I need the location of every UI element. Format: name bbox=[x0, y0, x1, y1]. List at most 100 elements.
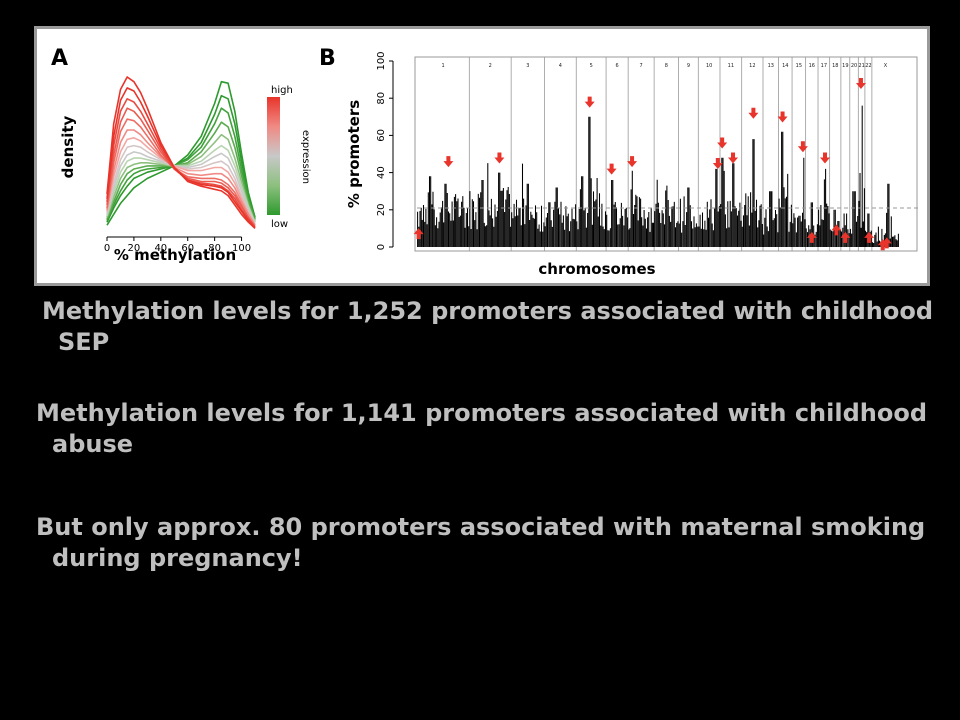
chromosome-label-11: 11 bbox=[728, 63, 734, 69]
chromosome-bars-X bbox=[871, 183, 899, 247]
density-line-7 bbox=[106, 137, 256, 226]
panel-a-x-tick-label-80: 80 bbox=[208, 243, 221, 254]
highlight-arrow-3 bbox=[494, 152, 505, 164]
panel-a-x-tick-label-100: 100 bbox=[232, 243, 251, 254]
figure-panel: A 0 20 40 60 80 100 % methylation density hig… bbox=[34, 26, 930, 286]
panel-b-letter: B bbox=[319, 46, 336, 71]
expression-colorbar bbox=[267, 97, 280, 215]
chromosome-label-18: 18 bbox=[832, 63, 838, 69]
highlight-arrow-9 bbox=[728, 152, 739, 164]
chromosome-label-6: 6 bbox=[616, 63, 619, 69]
chromosome-label-3: 3 bbox=[526, 63, 529, 69]
panel-b-frame bbox=[414, 56, 918, 252]
chromosome-labels: 1 2 3 4 5 6 7 8 9 10 11 12 13 14 15 16 17 18 19 20 21 22 X bbox=[442, 63, 888, 69]
panel-a-x-tick-label-0: 0 bbox=[104, 243, 110, 254]
highlight-arrows bbox=[413, 78, 892, 251]
panel-b-y-tick-label-100: 100 bbox=[376, 51, 387, 70]
chromosome-bars-14 bbox=[778, 131, 792, 247]
expression-legend: high low expression bbox=[267, 85, 311, 230]
highlight-arrow-7 bbox=[712, 158, 723, 170]
density-line-1 bbox=[106, 76, 256, 229]
panel-b-y-tick-label-40: 40 bbox=[376, 166, 387, 179]
panel-a-ylabel: density bbox=[59, 115, 77, 178]
highlight-arrow-13 bbox=[806, 231, 817, 243]
panel-b-y-tick-label-60: 60 bbox=[376, 129, 387, 142]
highlight-arrow-15 bbox=[831, 224, 842, 236]
panel-b-y-axis: 0 20 40 60 80 100 bbox=[376, 51, 394, 250]
chromosome-label-12: 12 bbox=[749, 63, 755, 69]
density-line-6 bbox=[106, 129, 256, 226]
chromosome-label-14: 14 bbox=[782, 63, 788, 69]
highlight-arrow-11 bbox=[777, 111, 788, 123]
highlight-arrow-18 bbox=[864, 231, 875, 243]
panel-b-chart: B 1 2 3 4 5 6 7 8 9 10 11 12 13 14 15 16 17 18 19 20 21 22 X 0… bbox=[319, 46, 921, 278]
caption-smoking: But only approx. 80 promoters associated… bbox=[36, 513, 926, 572]
panel-b-y-tick-label-0: 0 bbox=[376, 244, 387, 250]
chromosome-label-19: 19 bbox=[842, 63, 848, 69]
chromosome-bars-1 bbox=[417, 176, 470, 247]
chromosome-bars-10 bbox=[698, 168, 720, 247]
chromosome-bars-8 bbox=[654, 179, 679, 247]
panel-a-chart: A 0 20 40 60 80 100 % methylation density hig… bbox=[51, 46, 311, 264]
highlight-arrow-8 bbox=[717, 137, 728, 149]
chromosome-bars-3 bbox=[511, 163, 545, 247]
panel-a-x-tick-label-40: 40 bbox=[154, 243, 167, 254]
chromosome-label-10: 10 bbox=[706, 63, 712, 69]
highlight-arrow-14 bbox=[819, 152, 830, 164]
highlight-arrow-12 bbox=[797, 141, 808, 153]
figure-svg: A 0 20 40 60 80 100 % methylation density hig… bbox=[51, 46, 921, 278]
highlight-arrow-4 bbox=[584, 96, 595, 108]
chromosome-bars-2 bbox=[469, 163, 512, 247]
highlight-arrow-17 bbox=[855, 78, 866, 90]
chromosome-label-20: 20 bbox=[851, 63, 857, 69]
chromosome-bars-21 bbox=[858, 105, 865, 247]
panel-a-x-tick-label-20: 20 bbox=[128, 243, 141, 254]
chromosome-label-16: 16 bbox=[809, 63, 815, 69]
chromosome-label-9: 9 bbox=[687, 63, 690, 69]
chromosome-bars-11 bbox=[720, 157, 742, 247]
legend-low-label: low bbox=[271, 219, 288, 230]
panel-a-letter: A bbox=[51, 46, 68, 71]
legend-title: expression bbox=[300, 130, 311, 184]
chromosome-label-13: 13 bbox=[768, 63, 774, 69]
chromosome-label-8: 8 bbox=[665, 63, 668, 69]
highlight-arrow-20 bbox=[881, 237, 892, 249]
panel-a-x-axis: 0 20 40 60 80 100 bbox=[104, 236, 251, 254]
chromosome-bars-6 bbox=[606, 180, 629, 247]
legend-high-label: high bbox=[271, 85, 293, 96]
highlight-arrow-1 bbox=[413, 228, 424, 240]
panel-a-density-lines bbox=[106, 76, 256, 229]
chromosome-label-X: X bbox=[884, 63, 888, 69]
chromosome-bars-13 bbox=[763, 191, 779, 247]
chromosome-bars-4 bbox=[544, 187, 577, 247]
chromosome-label-1: 1 bbox=[442, 63, 445, 69]
panel-b-y-tick-label-20: 20 bbox=[376, 203, 387, 216]
chromosome-bars-15 bbox=[792, 157, 806, 247]
chromosome-bars-12 bbox=[741, 139, 763, 247]
highlight-arrow-16 bbox=[840, 231, 851, 243]
chromosome-bars-20 bbox=[849, 191, 859, 247]
panel-b-ylabel: % promoters bbox=[345, 100, 363, 208]
panel-a-xlabel: % methylation bbox=[114, 246, 236, 264]
chromosome-bars-7 bbox=[628, 170, 655, 247]
chromosome-bars-5 bbox=[576, 116, 607, 247]
highlight-arrow-10 bbox=[748, 107, 759, 119]
chromosome-bars-22 bbox=[864, 213, 872, 247]
chromosome-label-5: 5 bbox=[590, 63, 593, 69]
chromosome-label-17: 17 bbox=[821, 63, 827, 69]
highlight-arrow-6 bbox=[627, 156, 638, 168]
chromosome-label-2: 2 bbox=[489, 63, 492, 69]
highlight-arrow-19 bbox=[877, 239, 888, 251]
panel-a-x-tick-label-60: 60 bbox=[181, 243, 194, 254]
chromosome-label-21: 21 bbox=[858, 63, 864, 69]
promoter-bars bbox=[417, 105, 899, 247]
chromosome-label-22: 22 bbox=[865, 63, 871, 69]
caption-abuse: Methylation levels for 1,141 promoters a… bbox=[36, 399, 928, 458]
highlight-arrow-5 bbox=[606, 163, 617, 175]
panel-b-y-tick-label-80: 80 bbox=[376, 92, 387, 105]
caption-sep: Methylation levels for 1,252 promoters a… bbox=[42, 297, 934, 356]
chromosome-label-7: 7 bbox=[640, 63, 643, 69]
chromosome-label-4: 4 bbox=[559, 63, 562, 69]
chromosome-dividers bbox=[468, 57, 873, 251]
panel-b-xlabel: chromosomes bbox=[538, 260, 655, 278]
